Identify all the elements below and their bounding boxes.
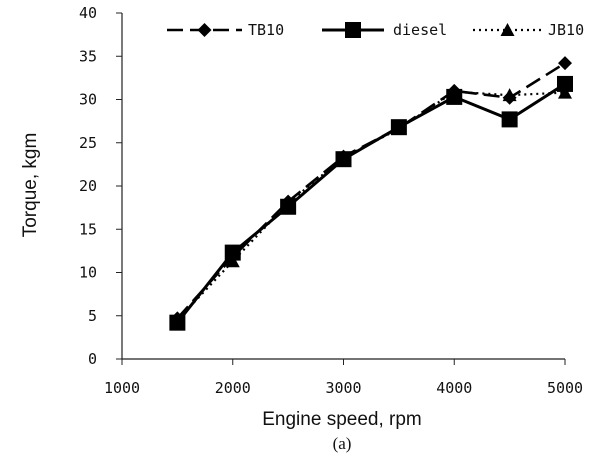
legend-label: TB10 (248, 21, 284, 39)
x-tick-label: 5000 (547, 379, 583, 397)
legend-marker (345, 22, 361, 38)
y-tick-label: 20 (79, 177, 97, 195)
data-point (558, 56, 572, 71)
data-point (336, 149, 351, 164)
y-tick-label: 5 (88, 307, 97, 325)
y-tick-label: 15 (79, 220, 97, 238)
x-tick-label: 4000 (436, 379, 472, 397)
x-tick-label: 1000 (104, 379, 140, 397)
y-tick-label: 30 (79, 91, 97, 109)
data-point (170, 311, 185, 326)
x-axis-label: Engine speed, rpm (262, 409, 422, 430)
data-point (225, 249, 240, 264)
data-point (558, 85, 572, 99)
y-tick-label: 25 (79, 134, 97, 152)
legend-label: diesel (393, 21, 447, 39)
legend-marker (500, 23, 515, 36)
series-line (176, 62, 566, 320)
y-tick-label: 40 (79, 4, 97, 22)
series-TB10 (170, 56, 572, 326)
data-point (391, 121, 406, 136)
data-point (501, 111, 518, 128)
ticks: 0 5 10 15 20 25 30 35 40 1000 2000 3000 4000 5000 (79, 4, 583, 397)
data-point (447, 83, 462, 98)
legend: TB10 diesel JB10 (167, 21, 584, 39)
x-tick-label: 3000 (325, 379, 361, 397)
y-tick-label: 10 (79, 264, 97, 282)
legend-label: JB10 (548, 21, 584, 39)
y-tick-label: 0 (88, 350, 97, 368)
x-tick-label: 2000 (215, 379, 251, 397)
series-layer (169, 56, 573, 331)
y-tick-label: 35 (79, 47, 97, 65)
legend-marker (197, 23, 212, 37)
data-point (502, 90, 517, 105)
legend-item-TB10: TB10 (167, 21, 284, 39)
series-line (176, 90, 566, 321)
data-point (557, 75, 573, 92)
figure-caption: (a) (333, 434, 352, 453)
legend-item-JB10: JB10 (473, 21, 584, 39)
series-diesel (169, 75, 573, 331)
legend-item-diesel: diesel (322, 21, 447, 39)
y-axis-label: Torque, kgm (20, 133, 41, 238)
data-point (281, 194, 296, 209)
